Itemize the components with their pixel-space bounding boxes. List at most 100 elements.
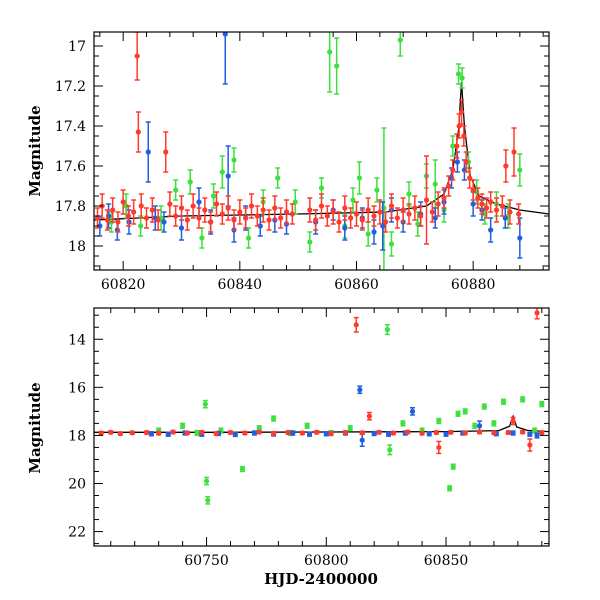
bottom-data-point — [491, 430, 497, 436]
top-data-point — [138, 223, 144, 229]
top-data-point — [231, 217, 237, 223]
bottom-data-point — [242, 430, 248, 436]
top-data-point — [283, 209, 290, 215]
top-data-point — [178, 225, 185, 231]
bottom-data-point — [156, 430, 162, 436]
top-data-point — [213, 201, 220, 207]
top-plot-area — [94, 32, 549, 270]
bottom-data-point — [256, 429, 262, 435]
top-data-point — [394, 215, 400, 221]
bottom-data-point — [409, 408, 416, 414]
top-data-point — [454, 159, 461, 165]
bottom-data-point — [144, 429, 150, 436]
top-data-point — [260, 207, 266, 213]
bottom-model-curve — [94, 414, 549, 433]
bottom-data-point — [462, 430, 468, 436]
bottom-data-point — [455, 411, 461, 417]
top-data-point — [479, 201, 485, 207]
top-series-0 — [94, 32, 522, 245]
top-data-point — [208, 219, 214, 225]
top-data-point — [324, 213, 330, 219]
bottom-series-2 — [156, 324, 545, 505]
top-data-point — [196, 215, 202, 221]
top-data-point — [143, 215, 150, 221]
bottom-data-point — [534, 432, 540, 439]
top-x-tick-label: 60860 — [334, 277, 379, 293]
top-data-point — [470, 201, 476, 207]
bottom-data-point — [306, 431, 313, 437]
top-data-point — [161, 219, 167, 225]
bottom-data-point — [371, 430, 377, 437]
bottom-data-point — [472, 423, 478, 429]
bottom-data-point — [500, 399, 507, 405]
bottom-data-point — [426, 431, 432, 437]
top-data-point — [248, 203, 255, 209]
top-data-point — [318, 203, 325, 209]
top-data-point — [196, 199, 202, 205]
top-data-point — [173, 213, 179, 219]
bottom-series-1 — [148, 385, 540, 447]
top-data-point — [138, 203, 144, 209]
top-data-point — [418, 213, 424, 219]
top-y-tick-label: 17.8 — [55, 199, 86, 215]
bottom-data-point — [359, 430, 365, 436]
top-y-tick-label: 18 — [68, 239, 86, 255]
bottom-data-point — [251, 430, 258, 436]
bottom-data-point — [443, 431, 449, 437]
bottom-data-point — [353, 322, 359, 328]
bottom-data-point — [184, 430, 190, 436]
bottom-data-point — [376, 429, 382, 435]
top-data-point — [475, 195, 481, 201]
bottom-data-point — [476, 423, 483, 429]
top-data-point — [257, 223, 263, 229]
top-data-point — [210, 193, 217, 199]
top-data-point — [374, 187, 380, 193]
top-data-point — [406, 211, 412, 217]
top-data-point — [342, 205, 348, 211]
top-data-point — [348, 215, 354, 221]
bottom-data-point — [314, 429, 320, 435]
top-data-point — [459, 75, 465, 81]
top-data-point — [400, 207, 406, 213]
top-series-2 — [108, 32, 523, 270]
top-data-point — [435, 201, 441, 207]
top-data-point — [125, 213, 132, 219]
bottom-data-point — [203, 478, 210, 484]
top-data-point — [493, 207, 500, 213]
bottom-data-point — [436, 444, 442, 451]
top-data-point — [450, 143, 456, 149]
bottom-data-point — [534, 310, 540, 316]
top-data-point — [516, 211, 522, 217]
bottom-data-point — [342, 429, 349, 436]
bottom-data-point — [481, 403, 487, 410]
top-data-point — [167, 201, 173, 207]
top-data-point — [254, 213, 260, 219]
top-data-point — [336, 219, 342, 225]
bottom-data-point — [290, 430, 296, 436]
bottom-data-point — [433, 429, 440, 436]
bottom-data-point — [359, 437, 365, 443]
bottom-y-tick-label: 16 — [68, 380, 86, 396]
top-y-tick-label: 17 — [68, 39, 86, 55]
top-data-point — [432, 181, 438, 187]
top-y-tick-label: 17.4 — [55, 119, 86, 135]
bottom-data-point — [199, 429, 205, 435]
top-data-point — [225, 173, 231, 179]
bottom-data-point — [256, 425, 262, 431]
bottom-data-point — [285, 429, 291, 436]
top-data-point — [184, 217, 190, 223]
top-data-point — [359, 217, 365, 223]
top-data-point — [313, 217, 319, 223]
top-data-point — [377, 209, 383, 215]
top-data-point — [412, 205, 418, 211]
bottom-data-point — [232, 431, 238, 438]
top-data-point — [461, 133, 467, 139]
bottom-data-point — [117, 430, 123, 437]
top-data-point — [458, 109, 465, 115]
bottom-data-point — [357, 387, 363, 393]
top-data-point — [388, 241, 395, 247]
bottom-y-axis-label: Magnitude — [26, 382, 44, 473]
top-x-tick-label: 60820 — [101, 277, 146, 293]
top-data-point — [499, 203, 505, 209]
top-x-tick-label: 60840 — [218, 277, 263, 293]
